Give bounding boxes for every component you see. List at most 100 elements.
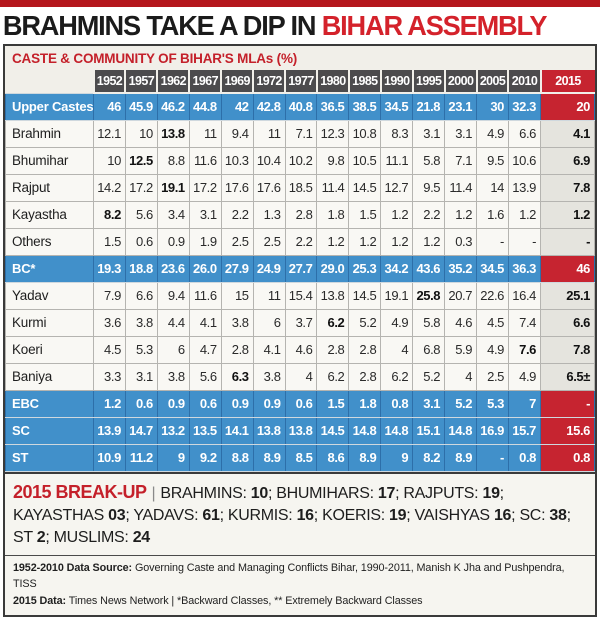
breakup-item: YADAVS: 61; xyxy=(133,506,228,524)
data-cell: 3.1 xyxy=(412,120,446,149)
data-cell: 4.1 xyxy=(540,120,595,149)
row-label: Koeri xyxy=(5,336,94,365)
breakup-item: SC: 38; xyxy=(519,506,571,524)
data-cell: 0.8 xyxy=(507,444,542,473)
data-cell: 13.8 xyxy=(284,417,318,446)
data-cell: 10.9 xyxy=(93,444,126,473)
data-cell: 1.2 xyxy=(444,201,478,230)
data-cell: 5.2 xyxy=(348,309,382,338)
data-cell: 8.2 xyxy=(93,201,126,230)
column-header-2010: 2010 xyxy=(507,70,541,95)
data-cell: 1.5 xyxy=(348,201,382,230)
data-cell: 32.3 xyxy=(507,92,542,122)
data-cell: 2.2 xyxy=(220,201,254,230)
data-cell: 14.5 xyxy=(316,417,350,446)
source-line-1: 1952-2010 Data Source: Governing Caste a… xyxy=(13,560,587,592)
data-cell: 7.1 xyxy=(444,147,478,176)
data-cell: 3.1 xyxy=(444,120,478,149)
data-cell: 0.8 xyxy=(540,444,595,473)
data-cell: 20 xyxy=(540,92,595,122)
data-cell: 17.6 xyxy=(252,174,286,203)
data-cell: 13.8 xyxy=(316,282,350,311)
data-cell: 5.8 xyxy=(412,147,446,176)
data-cell: 4.4 xyxy=(156,309,190,338)
data-cell: 9.5 xyxy=(412,174,446,203)
data-cell: 13.5 xyxy=(188,417,222,446)
column-header-1957: 1957 xyxy=(124,70,158,95)
data-cell: 7.1 xyxy=(284,120,318,149)
data-cell: 15 xyxy=(220,282,254,311)
data-cell: 46 xyxy=(540,255,595,284)
data-cell: 2.5 xyxy=(220,228,254,257)
data-cell: 6.6 xyxy=(124,282,158,311)
source-line-2: 2015 Data: Times News Network | *Backwar… xyxy=(13,593,587,609)
data-cell: 10.4 xyxy=(252,147,286,176)
data-cell: 2.2 xyxy=(284,228,318,257)
data-cell: 1.6 xyxy=(476,201,509,230)
data-cell: 26.0 xyxy=(188,255,222,284)
breakup-item-value: 03 xyxy=(108,506,126,524)
data-cell: 9.8 xyxy=(316,147,350,176)
data-cell: 6.6 xyxy=(507,120,542,149)
data-cell: 9.5 xyxy=(476,147,509,176)
data-cell: 10.2 xyxy=(284,147,318,176)
data-cell: 2.2 xyxy=(412,201,446,230)
data-cell: 5.2 xyxy=(412,363,446,392)
data-cell: 11.2 xyxy=(124,444,158,473)
column-header-1967: 1967 xyxy=(188,70,222,95)
data-cell: 3.7 xyxy=(284,309,318,338)
data-cell: 13.2 xyxy=(156,417,190,446)
table-row: Brahmin 12.1 10 13.8 11 9.4 11 7.1 12.3 10.8 8.3 3.… xyxy=(5,120,595,149)
data-cell: 4 xyxy=(284,363,318,392)
data-cell: 22.6 xyxy=(476,282,509,311)
data-cell: 6 xyxy=(252,309,286,338)
data-cell: 0.6 xyxy=(124,390,158,419)
column-header-2000: 2000 xyxy=(443,70,477,95)
column-header-1980: 1980 xyxy=(315,70,349,95)
table-row: SC 13.9 14.7 13.2 13.5 14.1 13.8 13.8 14.5 14.8 14… xyxy=(5,417,595,446)
data-cell: 6.9 xyxy=(540,147,595,176)
data-cell: 27.7 xyxy=(284,255,318,284)
data-cell: 4.1 xyxy=(252,336,286,365)
data-cell: 12.5 xyxy=(124,147,158,176)
data-cell: 18.8 xyxy=(124,255,158,284)
data-cell: 0.6 xyxy=(124,228,158,257)
breakup-item-value: 10 xyxy=(250,485,269,503)
data-cell: 14.7 xyxy=(124,417,158,446)
data-cell: 25.3 xyxy=(348,255,382,284)
data-cell: 7.8 xyxy=(540,174,595,203)
data-cell: 11.4 xyxy=(444,174,478,203)
data-cell: 13.9 xyxy=(507,174,542,203)
data-cell: - xyxy=(476,444,509,473)
column-header-2015: 2015 xyxy=(539,70,595,95)
data-cell: 0.9 xyxy=(252,390,286,419)
data-cell: 7.4 xyxy=(507,309,542,338)
data-cell: 3.3 xyxy=(93,363,126,392)
data-cell: 8.8 xyxy=(156,147,190,176)
data-cell: 19.1 xyxy=(380,282,414,311)
data-cell: 8.3 xyxy=(380,120,414,149)
row-label: Others xyxy=(5,228,94,257)
data-cell: 13.9 xyxy=(93,417,126,446)
data-cell: 4.6 xyxy=(284,336,318,365)
table-row: ST 10.9 11.2 9 9.2 8.8 8.9 8.5 8.6 8.9 9 8.2 8.9-0.8… xyxy=(5,444,595,473)
data-cell: 16.4 xyxy=(507,282,542,311)
data-cell: - xyxy=(540,390,595,419)
row-label: Yadav xyxy=(5,282,94,311)
column-header-1995: 1995 xyxy=(411,70,445,95)
data-cell: 2.8 xyxy=(348,336,382,365)
data-cell: 44.8 xyxy=(188,92,222,122)
data-cell: 3.8 xyxy=(220,309,254,338)
data-cell: 4.9 xyxy=(476,336,509,365)
data-cell: 3.4 xyxy=(156,201,190,230)
source-line-2-text: Times News Network | *Backward Classes, … xyxy=(66,594,423,607)
data-cell: 4.9 xyxy=(476,120,509,149)
breakup-item: ST 2; xyxy=(13,528,54,546)
data-cell: 42 xyxy=(220,92,254,122)
page-title-red: BIHAR ASSEMBLY xyxy=(321,10,548,41)
data-cell: 6.2 xyxy=(380,363,414,392)
data-cell: 10.3 xyxy=(220,147,254,176)
data-cell: 7.8 xyxy=(540,336,595,365)
breakup-item-value: 24 xyxy=(132,528,151,546)
data-cell: 8.9 xyxy=(444,444,478,473)
